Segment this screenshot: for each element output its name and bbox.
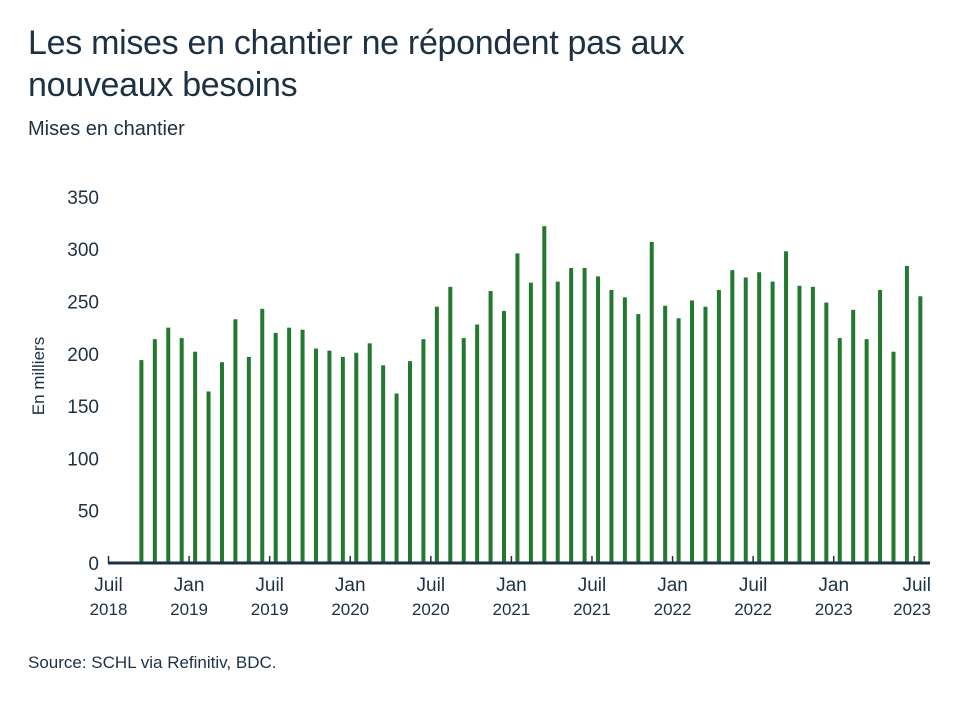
y-tick-label: 300 bbox=[67, 240, 99, 261]
y-tick-label: 100 bbox=[67, 449, 99, 470]
bar-2023-07 bbox=[918, 296, 923, 563]
y-axis-ticks: 0 50 100 150 200 250 300 350 bbox=[67, 188, 99, 575]
bar-2019-09 bbox=[300, 329, 305, 563]
x-tick-label-year: 2021 bbox=[573, 600, 611, 619]
x-tick-label-month: Juil bbox=[578, 575, 607, 596]
bar-2022-08 bbox=[770, 281, 775, 563]
y-tick-label: 50 bbox=[78, 502, 99, 523]
bar-2023-01 bbox=[837, 338, 842, 563]
x-tick-label-month: Jan bbox=[496, 575, 527, 596]
chart-title: Les mises en chantier ne répondent pas a… bbox=[28, 24, 685, 104]
bar-2022-01 bbox=[676, 318, 681, 563]
bar-2021-07 bbox=[596, 276, 601, 563]
bar-2019-07 bbox=[273, 332, 278, 563]
y-axis-title: En milliers bbox=[29, 337, 48, 415]
bar-2023-04 bbox=[878, 289, 883, 563]
bar-2019-03 bbox=[219, 362, 224, 563]
bar-2021-03 bbox=[542, 226, 547, 563]
bar-2019-02 bbox=[206, 391, 211, 563]
x-tick-label-year: 2023 bbox=[893, 600, 931, 619]
x-tick-label-month: Juil bbox=[417, 575, 446, 596]
source-note: Source: SCHL via Refinitiv, BDC. bbox=[28, 653, 277, 672]
y-tick-label: 150 bbox=[67, 397, 99, 418]
bar-2020-06 bbox=[421, 339, 426, 563]
bar-2020-11 bbox=[488, 291, 493, 563]
bar-2022-07 bbox=[757, 272, 762, 563]
y-tick-label: 250 bbox=[67, 293, 99, 314]
bar-2018-12 bbox=[179, 338, 184, 563]
x-tick-label-year: 2022 bbox=[654, 600, 692, 619]
bar-2021-08 bbox=[609, 289, 614, 563]
x-tick-label-year: 2021 bbox=[492, 600, 530, 619]
x-tick-label-year: 2020 bbox=[412, 600, 450, 619]
x-tick-label-month: Jan bbox=[657, 575, 688, 596]
bar-2021-04 bbox=[555, 281, 560, 563]
bar-2021-09 bbox=[622, 297, 627, 563]
bar-2019-05 bbox=[246, 356, 251, 563]
x-tick-label-year: 2019 bbox=[251, 600, 289, 619]
bars bbox=[139, 226, 923, 564]
bar-2020-02 bbox=[367, 343, 372, 563]
bar-2022-12 bbox=[824, 302, 829, 563]
y-tick-label: 350 bbox=[67, 188, 99, 209]
bar-2021-10 bbox=[636, 314, 641, 563]
bar-2022-03 bbox=[703, 306, 708, 563]
bar-2021-11 bbox=[649, 241, 654, 563]
bar-2019-01 bbox=[193, 351, 198, 563]
bar-2021-02 bbox=[528, 282, 533, 563]
x-tick-label-year: 2018 bbox=[90, 600, 128, 619]
x-tick-label-year: 2023 bbox=[815, 600, 853, 619]
x-tick-label-month: Jan bbox=[174, 575, 205, 596]
bar-2019-10 bbox=[313, 348, 318, 563]
x-tick-label-year: 2019 bbox=[170, 600, 208, 619]
chart-subtitle: Mises en chantier bbox=[28, 118, 185, 140]
x-tick-label-month: Juil bbox=[255, 575, 284, 596]
x-tick-label-year: 2020 bbox=[331, 600, 369, 619]
bar-2023-05 bbox=[891, 351, 896, 563]
x-tick-label-month: Jan bbox=[818, 575, 849, 596]
bar-2022-05 bbox=[730, 270, 735, 563]
bar-2022-06 bbox=[743, 277, 748, 563]
x-tick-label-month: Juil bbox=[94, 575, 123, 596]
bar-2021-01 bbox=[515, 253, 520, 563]
bar-2020-10 bbox=[475, 324, 480, 563]
bar-2021-12 bbox=[663, 305, 668, 563]
bar-2020-05 bbox=[408, 361, 412, 563]
bar-2021-05 bbox=[569, 268, 574, 563]
bar-2020-04 bbox=[394, 393, 399, 563]
x-tick-label-month: Juil bbox=[902, 575, 931, 596]
y-tick-label: 200 bbox=[67, 345, 99, 366]
bar-2023-02 bbox=[851, 309, 856, 563]
bar-2022-04 bbox=[716, 289, 721, 563]
bar-2020-12 bbox=[502, 310, 507, 563]
bar-2019-06 bbox=[260, 308, 265, 563]
bar-2020-07 bbox=[434, 306, 439, 563]
y-tick-label: 0 bbox=[88, 554, 99, 575]
bar-2019-08 bbox=[287, 327, 292, 563]
bar-2020-01 bbox=[354, 352, 359, 563]
bar-2018-09 bbox=[139, 360, 144, 563]
x-axis-ticks: Juil 2018 Jan 2019 Juil 2019 Jan 2020 Juil 2020 Ja… bbox=[90, 556, 931, 619]
bar-2023-06 bbox=[904, 265, 909, 563]
bar-2019-04 bbox=[233, 319, 238, 563]
bar-2022-10 bbox=[797, 285, 802, 563]
bar-2019-11 bbox=[327, 350, 332, 563]
bar-2020-08 bbox=[448, 286, 453, 563]
x-tick-label-month: Jan bbox=[335, 575, 366, 596]
bar-2022-11 bbox=[810, 286, 815, 563]
bar-2018-11 bbox=[166, 327, 171, 563]
bar-2023-03 bbox=[864, 339, 869, 563]
bar-2022-02 bbox=[690, 300, 695, 563]
x-tick-label-month: Juil bbox=[739, 575, 768, 596]
bar-2021-06 bbox=[582, 268, 587, 563]
x-tick-label-year: 2022 bbox=[734, 600, 772, 619]
bar-2020-03 bbox=[381, 365, 386, 563]
bar-2020-09 bbox=[461, 338, 466, 563]
bar-2022-09 bbox=[784, 251, 789, 564]
bar-2018-10 bbox=[152, 339, 157, 563]
bar-2019-12 bbox=[340, 356, 345, 563]
